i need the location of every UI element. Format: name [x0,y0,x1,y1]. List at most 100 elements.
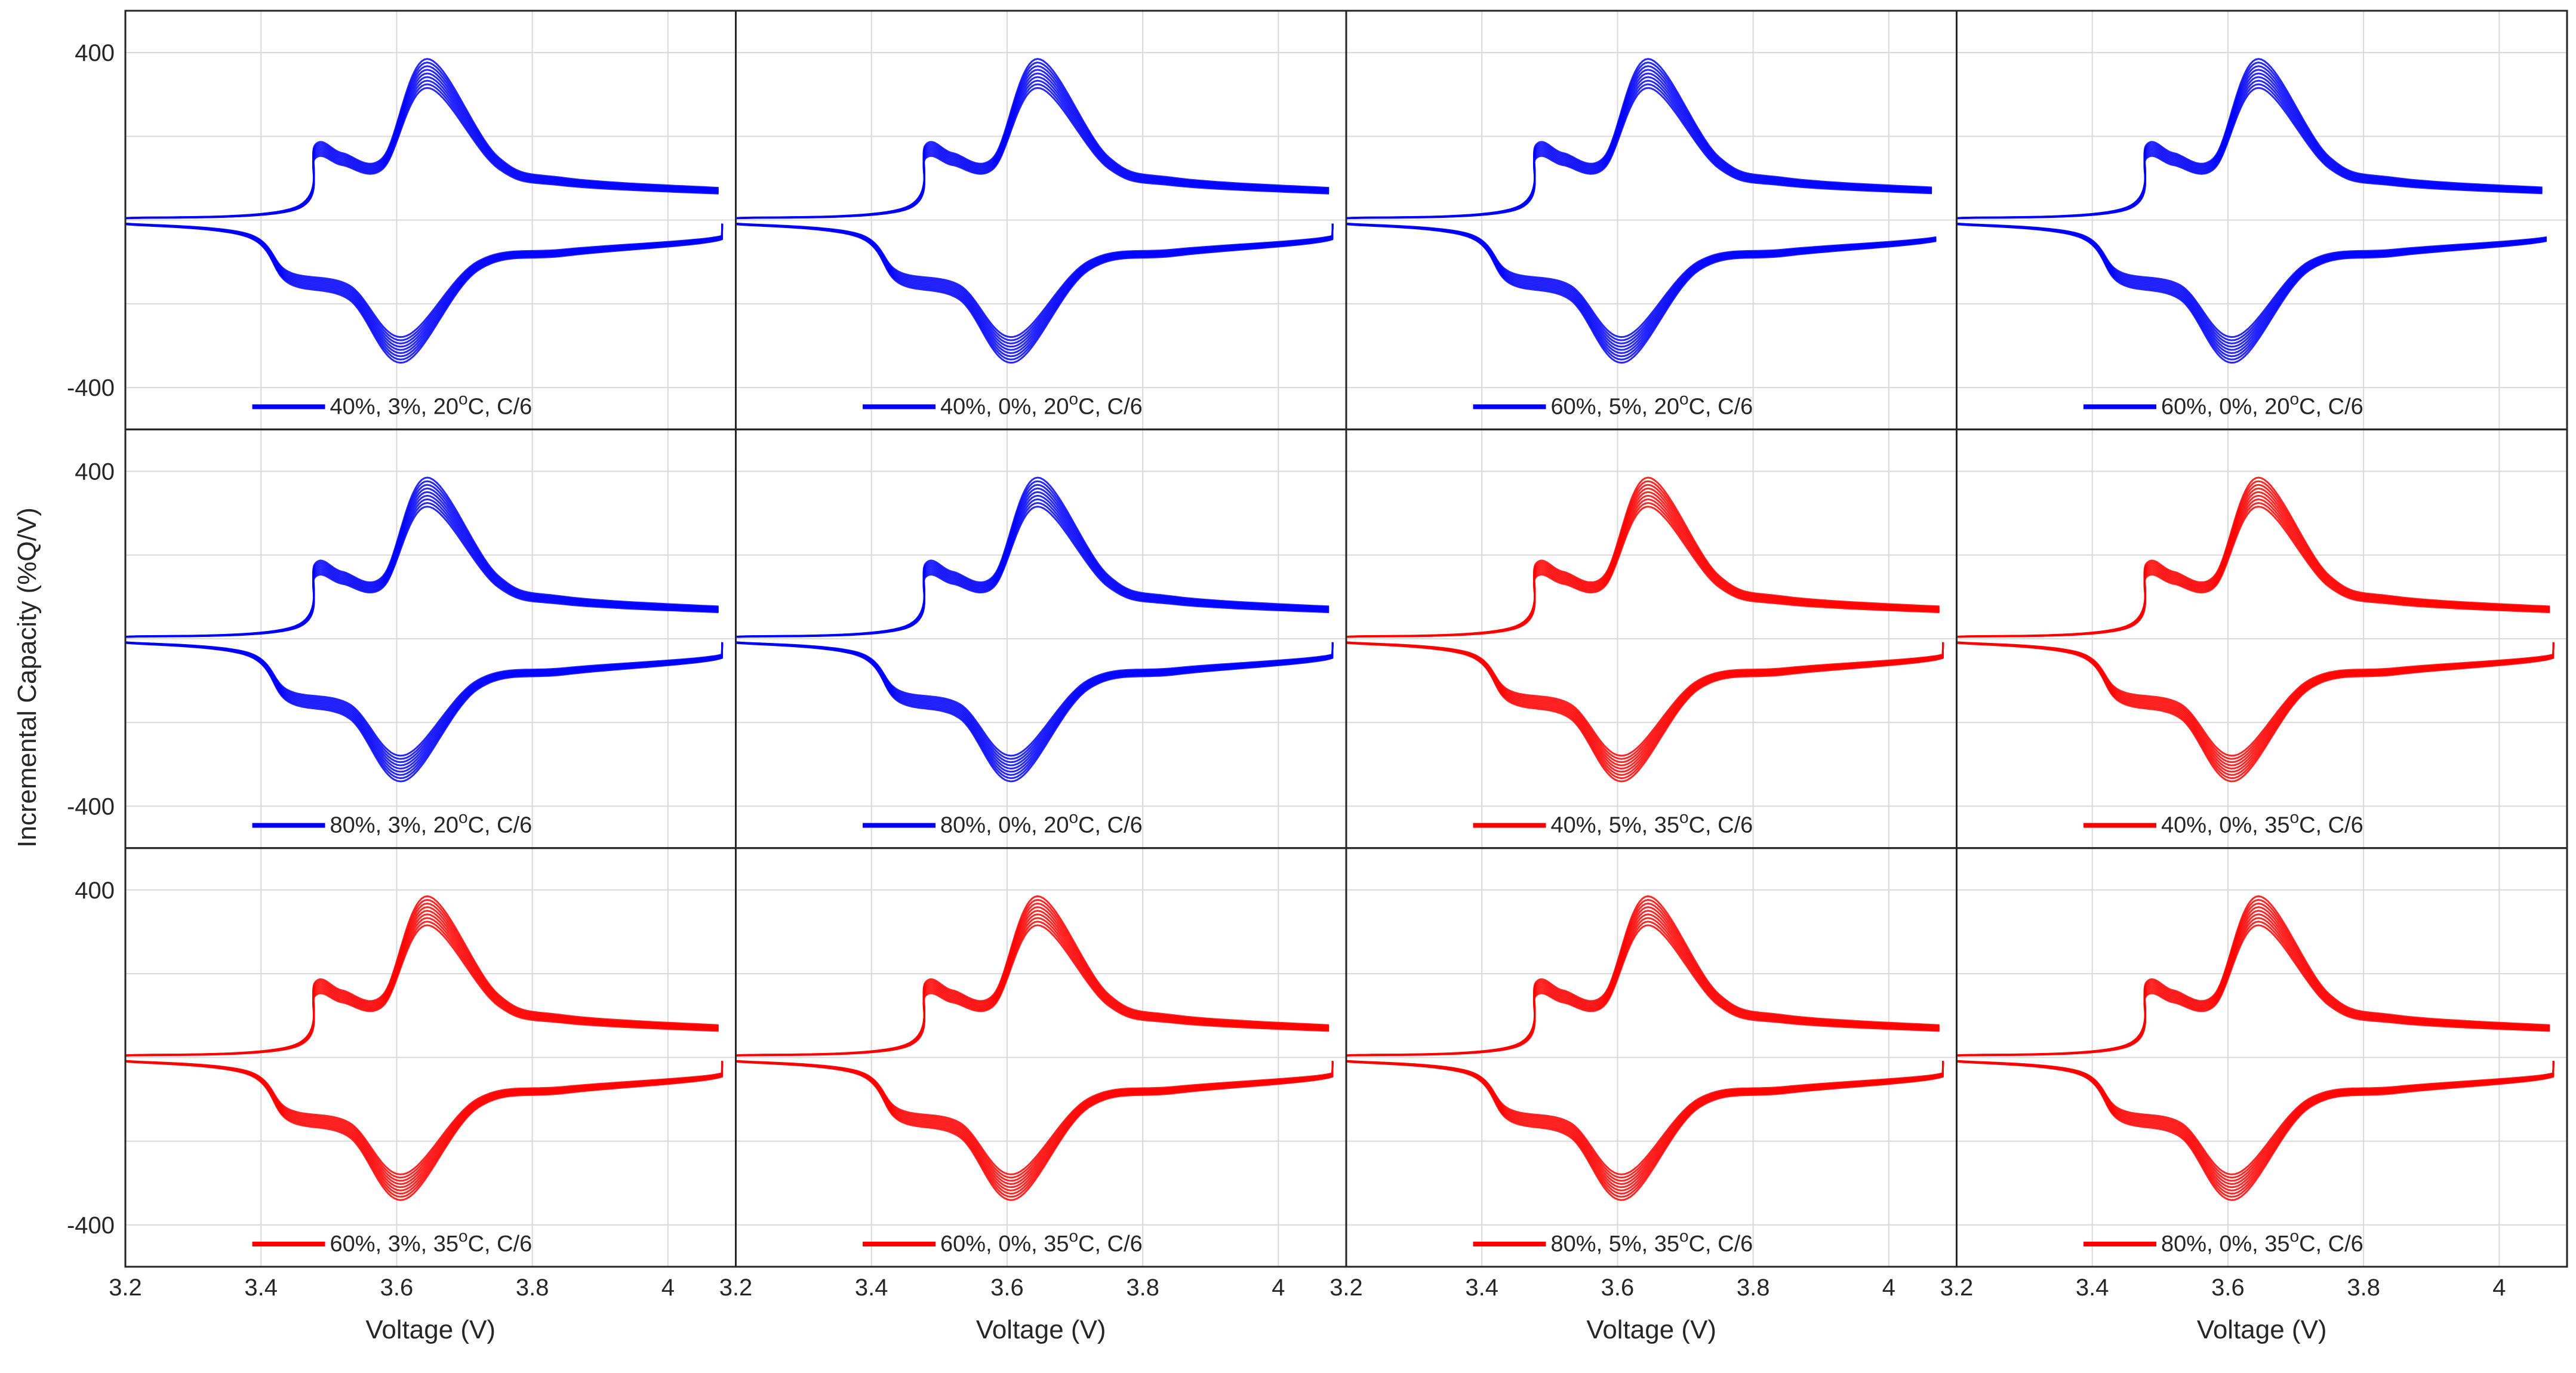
charge-curve [125,910,719,1057]
charge-curve [125,906,719,1057]
charge-curve [735,476,1329,638]
legend-label: 60%, 0%, 20oC, C/6 [2161,389,2363,419]
charge-curve [1346,506,1940,638]
charge-curve [125,79,719,220]
discharge-curve [1346,223,1937,364]
frame-layer [124,10,2568,1268]
text-layer: Incremental Capacity (%Q/V) 40%, 3%, 20o… [13,40,2506,1344]
y-tick-label: 400 [75,458,115,485]
charge-curve [1956,487,2550,638]
charge-curve [1956,79,2543,220]
charge-curve [1956,895,2550,1057]
charge-curve [1346,83,1932,220]
x-tick-label: 3.6 [990,1275,1024,1301]
charge-curve [125,72,719,219]
charge-curve [1956,72,2543,219]
x-axis-title: Voltage (V) [976,1315,1106,1344]
discharge-curve [735,222,1334,338]
charge-curve [1346,487,1940,638]
charge-curve [735,87,1329,220]
y-tick-label: -400 [67,794,115,820]
discharge-curve [1346,1060,1944,1175]
charge-curve [735,76,1329,220]
x-tick-label: 4 [1882,1275,1895,1301]
discharge-curve [1956,223,2547,341]
discharge-curve [1956,1060,2555,1175]
x-tick-label: 3.8 [2347,1275,2380,1301]
charge-curve [1346,72,1932,219]
legend-label: 40%, 0%, 20oC, C/6 [940,389,1143,419]
discharge-curve [1346,222,1937,338]
charge-curve [1956,491,2550,638]
charge-curve [125,498,719,638]
discharge-curve [1956,1060,2555,1201]
charge-curve [1346,917,1940,1057]
charge-curve [735,69,1329,219]
x-tick-label: 3.6 [380,1275,414,1301]
y-tick-label: 400 [75,878,115,904]
discharge-curve [1956,641,2555,757]
charge-curve [1346,58,1932,219]
charge-curve [1956,83,2543,220]
discharge-curve [125,222,724,338]
charge-curve [1346,913,1940,1057]
charge-curve [1956,913,2550,1057]
charge-curve [1956,87,2543,220]
charge-curve [125,83,719,220]
charge-curve [1956,924,2550,1057]
charge-curve [1956,76,2543,220]
charge-curve [1346,79,1932,220]
charge-curve [125,476,719,638]
discharge-curve [1346,642,1944,783]
charge-curve [735,910,1329,1057]
charge-curve [1346,924,1940,1057]
x-tick-label: 3.6 [2211,1275,2245,1301]
legend-label: 80%, 3%, 20oC, C/6 [330,808,533,838]
charge-curve [735,487,1329,638]
charge-curve [1956,906,2550,1057]
y-tick-label: -400 [67,1212,115,1239]
charge-curve [125,491,719,638]
charge-curve [735,506,1329,638]
discharge-curve [735,223,1334,364]
discharge-curve [125,642,724,783]
x-tick-label: 3.2 [1940,1275,1974,1301]
charge-curve [735,501,1329,638]
charge-curve [735,895,1329,1057]
discharge-curve [1956,222,2547,338]
legend-label: 60%, 0%, 35oC, C/6 [940,1227,1143,1257]
charge-curve [1956,501,2550,638]
charge-curve [1346,87,1932,220]
x-tick-label: 3.4 [1465,1275,1498,1301]
charge-curve [125,506,719,638]
discharge-curve [735,642,1334,783]
discharge-curve [1346,641,1944,757]
charge-curve [125,895,719,1057]
charge-curve [1956,58,2543,219]
x-axis-title: Voltage (V) [2197,1315,2327,1344]
charge-curve [1346,921,1940,1057]
charge-curve [125,494,719,638]
x-tick-label: 3.2 [1329,1275,1363,1301]
discharge-curve [735,641,1334,757]
discharge-curve [125,1060,724,1201]
legend-label: 80%, 0%, 20oC, C/6 [940,808,1143,838]
charge-curve [735,79,1329,220]
charge-curve [1346,906,1940,1057]
charge-curve [125,58,719,219]
charge-curve [1346,910,1940,1057]
charge-curve [1956,921,2550,1057]
legend-label: 80%, 5%, 35oC, C/6 [1551,1227,1753,1257]
charge-curve [735,498,1329,638]
charge-curve [125,87,719,220]
charge-curve [1956,917,2550,1057]
discharge-curve [1956,223,2547,364]
charge-curve [125,76,719,220]
charge-curve [125,917,719,1057]
legend-label: 40%, 3%, 20oC, C/6 [330,389,533,419]
charge-curve [1956,498,2550,638]
x-tick-label: 3.4 [244,1275,278,1301]
charge-curve [735,913,1329,1057]
charge-curve [1956,506,2550,638]
